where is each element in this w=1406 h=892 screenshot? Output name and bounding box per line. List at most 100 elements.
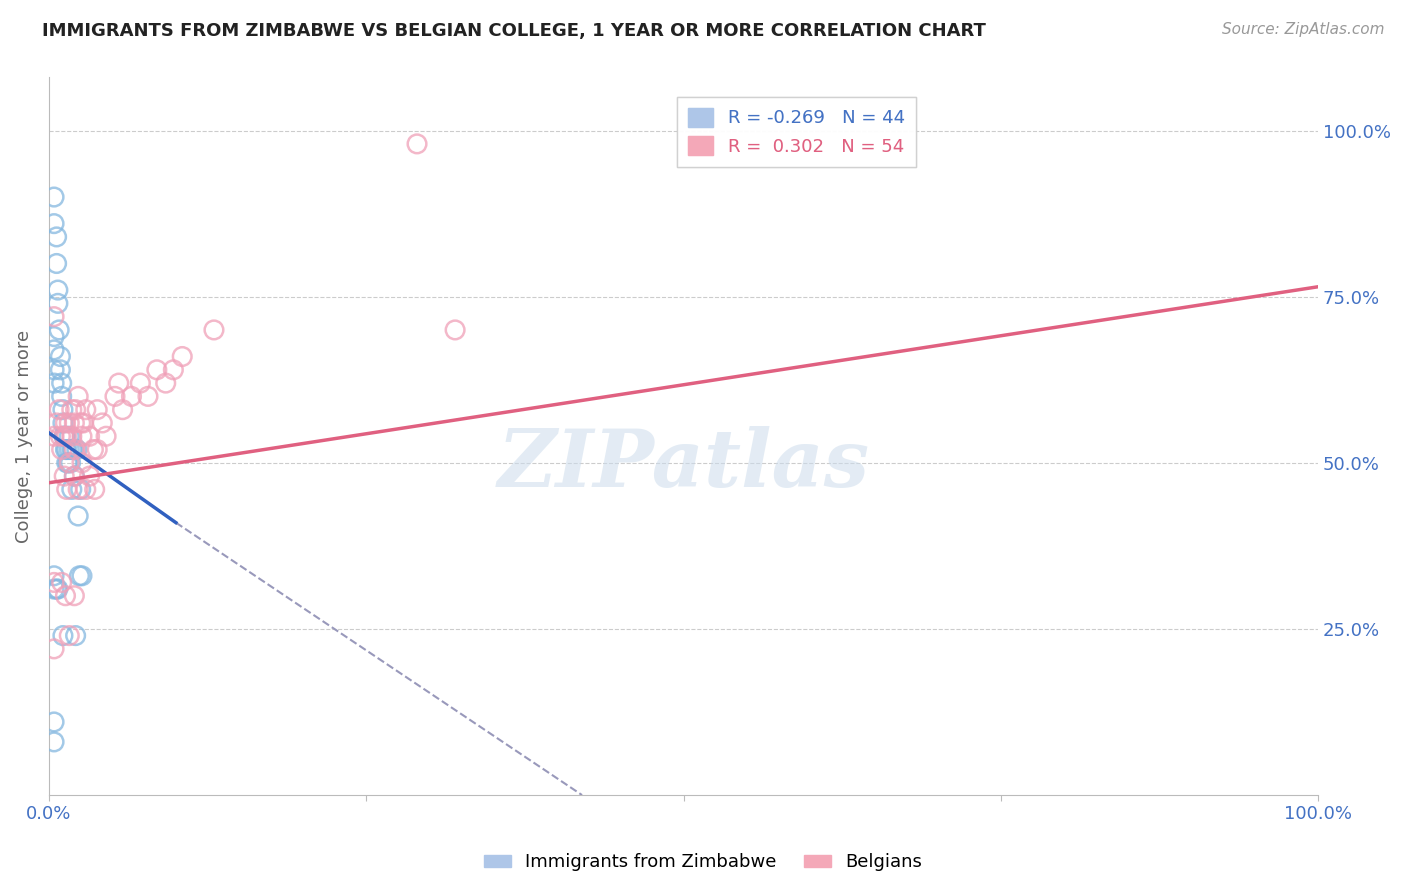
Point [63,469,86,483]
Point [70,456,93,470]
Point [79,469,101,483]
Point [42,363,65,377]
Point [46,296,69,310]
Point [69,483,91,497]
Point [53,429,76,443]
Point [53,469,76,483]
Point [51,442,73,457]
Point [52,416,75,430]
Point [59,456,82,470]
Point [42,343,65,357]
Y-axis label: College, 1 year or more: College, 1 year or more [15,330,32,543]
Point [155,376,177,390]
Point [121,389,143,403]
Point [55,429,77,443]
Point [52,402,75,417]
Point [58,416,80,430]
Point [51,376,73,390]
Point [94,429,117,443]
Point [79,429,101,443]
Point [62,442,84,457]
Point [136,389,159,403]
Point [91,416,114,430]
Point [67,569,90,583]
Point [406,136,429,151]
Point [67,483,90,497]
Point [42,217,65,231]
Point [56,456,79,470]
Point [69,416,91,430]
Point [65,402,87,417]
Point [104,389,127,403]
Point [42,735,65,749]
Point [45,230,67,244]
Point [42,190,65,204]
Point [202,323,225,337]
Point [60,402,83,417]
Point [63,416,86,430]
Point [66,442,89,457]
Point [58,429,80,443]
Point [70,429,93,443]
Point [58,442,80,457]
Point [60,442,83,457]
Point [46,283,69,297]
Point [45,416,67,430]
Point [65,629,87,643]
Point [42,310,65,324]
Text: Source: ZipAtlas.com: Source: ZipAtlas.com [1222,22,1385,37]
Point [60,483,83,497]
Text: ZIPatlas: ZIPatlas [498,426,870,504]
Point [53,429,76,443]
Point [55,416,77,430]
Point [129,376,152,390]
Point [172,350,194,364]
Point [51,575,73,590]
Point [72,416,94,430]
Point [146,363,169,377]
Legend: Immigrants from Zimbabwe, Belgians: Immigrants from Zimbabwe, Belgians [477,847,929,879]
Text: IMMIGRANTS FROM ZIMBABWE VS BELGIAN COLLEGE, 1 YEAR OR MORE CORRELATION CHART: IMMIGRANTS FROM ZIMBABWE VS BELGIAN COLL… [42,22,986,40]
Point [45,582,67,596]
Point [58,456,80,470]
Point [42,714,65,729]
Point [52,629,75,643]
Point [42,429,65,443]
Point [48,323,70,337]
Point [162,363,184,377]
Point [86,442,108,457]
Point [63,442,86,457]
Point [55,442,77,457]
Point [42,329,65,343]
Point [42,376,65,390]
Point [83,483,105,497]
Point [42,582,65,596]
Point [82,442,104,457]
Point [70,569,93,583]
Point [45,256,67,270]
Point [49,350,72,364]
Point [49,363,72,377]
Point [48,402,70,417]
Point [67,508,90,523]
Point [111,402,134,417]
Point [60,429,83,443]
Point [55,442,77,457]
Point [86,402,108,417]
Point [444,323,467,337]
Point [42,641,65,656]
Legend: R = -0.269   N = 44, R =  0.302   N = 54: R = -0.269 N = 44, R = 0.302 N = 54 [678,97,915,167]
Point [55,483,77,497]
Point [42,575,65,590]
Point [58,629,80,643]
Point [63,469,86,483]
Point [53,429,76,443]
Point [55,589,77,603]
Point [67,389,90,403]
Point [49,429,72,443]
Point [63,589,86,603]
Point [75,402,97,417]
Point [107,376,129,390]
Point [75,483,97,497]
Point [42,569,65,583]
